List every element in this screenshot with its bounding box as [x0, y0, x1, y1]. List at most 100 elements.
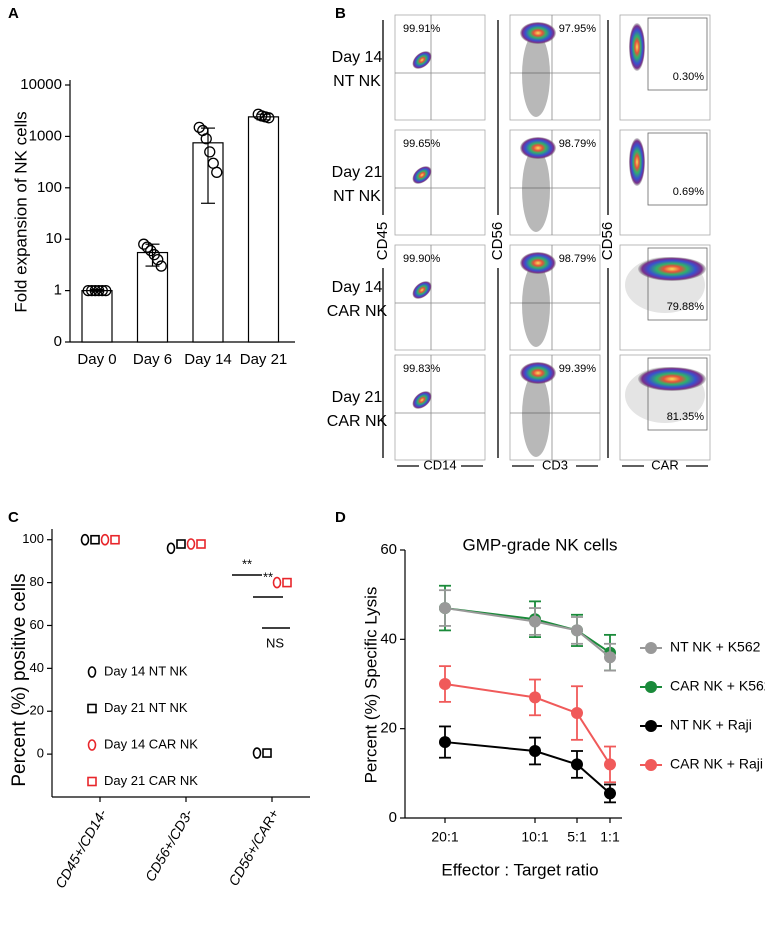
cell-cluster — [629, 23, 645, 71]
plot-frame — [394, 354, 486, 461]
x-tick-label: CD56+/CD3- — [142, 806, 196, 884]
data-point — [138, 238, 150, 250]
cell-cluster — [412, 166, 432, 184]
data-point — [604, 758, 616, 771]
data-point — [439, 736, 451, 749]
legend-marker — [645, 759, 657, 771]
percentage: 81.35% — [667, 411, 705, 423]
cell-cluster — [412, 391, 432, 409]
data-point — [152, 254, 164, 266]
legend-label: NT NK + Raji — [670, 717, 752, 733]
legend-marker — [645, 681, 657, 693]
plot-frame — [394, 244, 486, 351]
row-label: Day 14 — [332, 279, 383, 296]
data-point — [193, 121, 205, 133]
gate-box — [647, 132, 708, 206]
x-tick-label: Day 6 — [133, 351, 172, 368]
cell-cluster — [520, 362, 556, 384]
x-tick-label: Day 0 — [77, 351, 116, 368]
percentage: 0.69% — [673, 186, 704, 198]
row-label: Day 21 — [332, 389, 383, 406]
data-point — [141, 241, 153, 253]
cell-scatter — [522, 33, 550, 117]
y-tick-label: 0 — [389, 809, 397, 826]
x-tick-label: 5:1 — [567, 829, 587, 845]
legend-label: Day 21 NT NK — [104, 700, 188, 715]
legend-label: Day 21 CAR NK — [104, 773, 198, 788]
bar — [247, 116, 280, 343]
data-point — [100, 533, 110, 546]
percentage: 99.39% — [559, 363, 597, 375]
legend-label: CAR NK + K562 — [670, 678, 765, 694]
x-tick-label: Day 14 — [184, 351, 232, 368]
data-point — [529, 615, 541, 628]
y-tick-label: 100 — [22, 531, 44, 546]
percentage: 98.79% — [559, 253, 597, 265]
row-label: CAR NK — [327, 413, 388, 430]
cell-cluster — [412, 51, 432, 69]
y-axis-label: Fold expansion of NK cells — [11, 111, 30, 312]
annotation: ** — [242, 556, 252, 571]
x-axis-label: Effector : Target ratio — [441, 860, 598, 879]
percentage: 0.30% — [673, 71, 704, 83]
legend-label: CAR NK + Raji — [670, 756, 763, 772]
y-tick-label: 1 — [54, 282, 62, 299]
x-tick-label: 1:1 — [600, 829, 620, 845]
x-axis-label: CD14 — [423, 457, 456, 472]
data-point — [529, 745, 541, 757]
data-point — [263, 112, 275, 124]
y-tick-label: 80 — [30, 574, 44, 589]
row-label: Day 21 — [332, 164, 383, 181]
cell-cluster — [412, 281, 432, 299]
annotation: NS — [266, 635, 284, 650]
legend-marker — [645, 720, 657, 732]
data-point — [211, 166, 223, 178]
chart-title: GMP-grade NK cells — [463, 535, 618, 554]
y-tick-label: 10000 — [20, 76, 62, 93]
plot-frame — [394, 14, 486, 121]
series-line — [444, 741, 611, 795]
legend-label: Day 14 CAR NK — [104, 736, 198, 751]
y-axis-label: Percent (%) Specific Lysis — [361, 587, 380, 784]
cell-cluster — [520, 137, 556, 159]
percentage: 99.65% — [403, 138, 441, 150]
x-tick-label: 20:1 — [431, 829, 458, 845]
y-tick-label: 0 — [54, 333, 62, 350]
data-point — [272, 576, 282, 589]
data-point — [196, 539, 206, 549]
x-axis-label: CD3 — [542, 457, 568, 472]
row-label: NT NK — [333, 73, 381, 90]
x-tick-label: CD56+/CAR+ — [225, 806, 282, 888]
data-point — [145, 244, 157, 257]
data-point — [571, 707, 583, 720]
gate-box — [647, 17, 708, 91]
row-label: NT NK — [333, 188, 381, 205]
percentage: 97.95% — [559, 23, 597, 35]
y-tick-label: 1000 — [29, 127, 62, 144]
y-tick-label: 40 — [30, 660, 44, 675]
x-tick-label: 10:1 — [521, 829, 548, 845]
legend-marker — [645, 642, 657, 654]
y-tick-label: 60 — [30, 617, 44, 632]
panel-label: A — [8, 5, 19, 22]
data-point — [155, 260, 167, 272]
y-axis-label: CD56 — [599, 222, 616, 260]
cell-cluster — [520, 22, 556, 44]
data-point — [282, 577, 292, 588]
y-axis-label: CD56 — [489, 222, 506, 260]
data-point — [571, 624, 583, 637]
data-point — [166, 542, 176, 555]
data-point — [110, 534, 120, 545]
y-tick-label: 40 — [380, 630, 397, 647]
gate-box — [647, 247, 708, 321]
x-tick-label: Day 21 — [240, 351, 288, 368]
data-point — [200, 133, 212, 145]
panel-label: D — [335, 509, 346, 526]
row-label: CAR NK — [327, 303, 388, 320]
cell-scatter — [522, 263, 550, 347]
data-point — [186, 538, 196, 550]
percentage: 99.83% — [403, 363, 441, 375]
x-tick-label: CD45+/CD14- — [52, 806, 110, 891]
data-point — [100, 284, 112, 297]
data-point — [262, 748, 272, 758]
